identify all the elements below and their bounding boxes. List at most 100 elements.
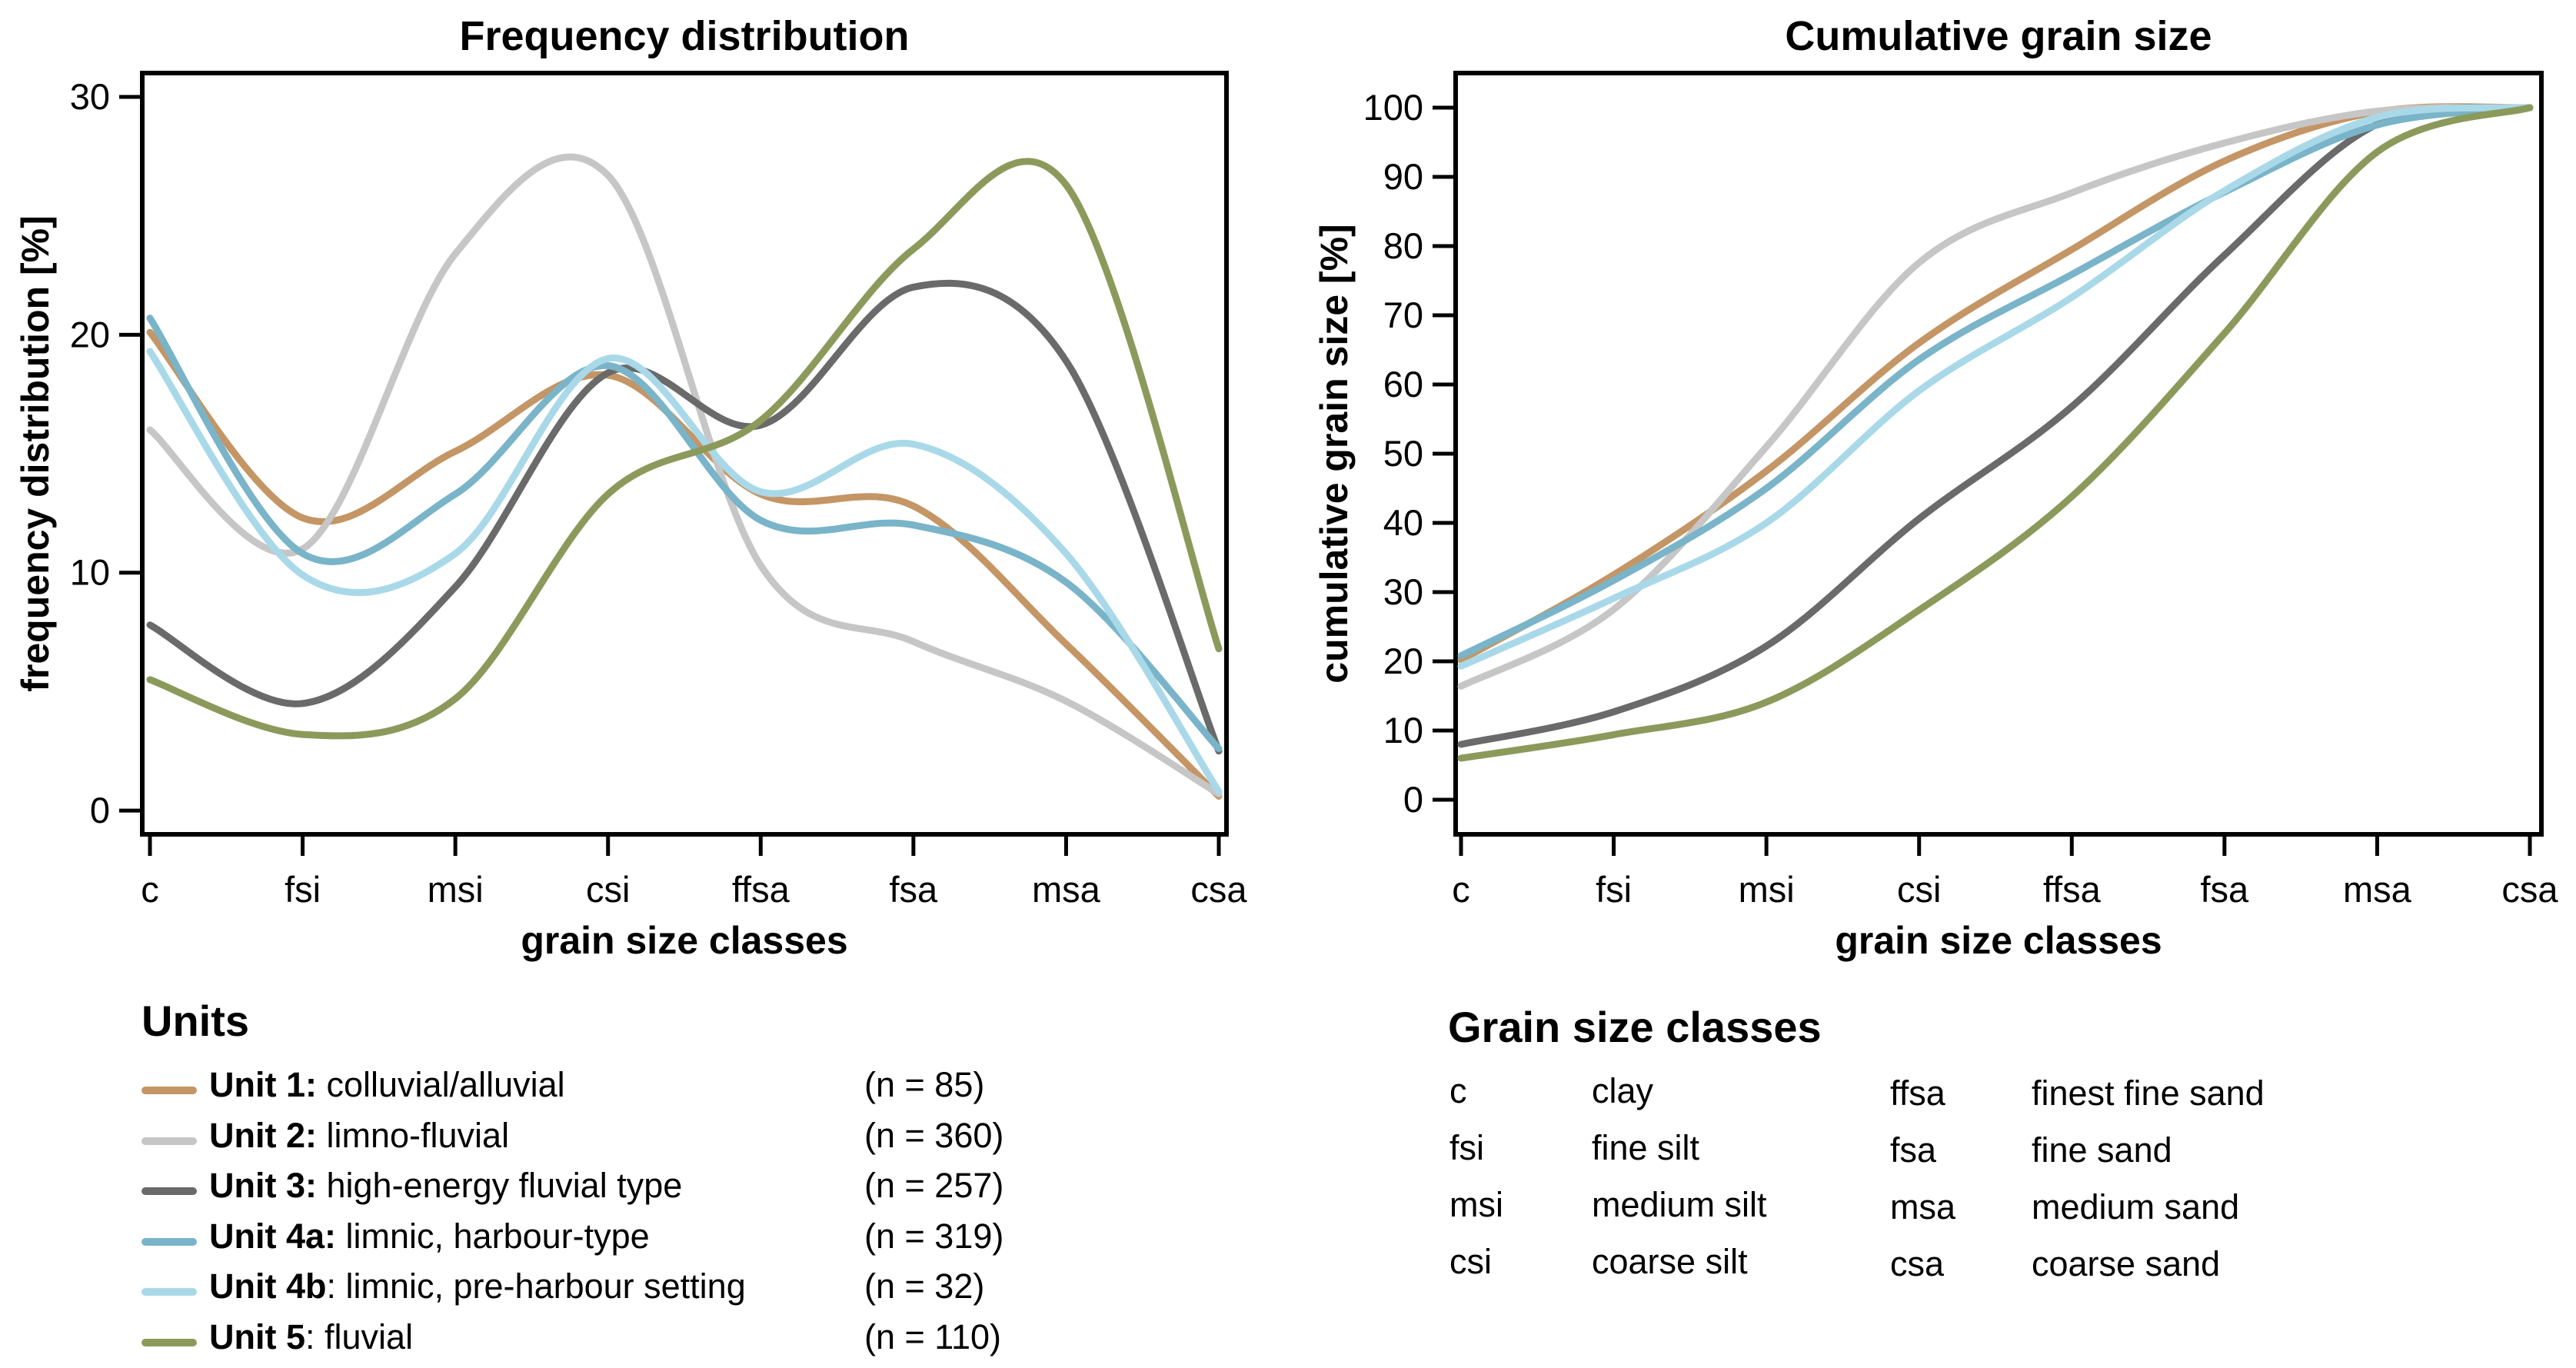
cum-x-tick-label: ffsa — [2043, 869, 2102, 910]
legend-unit-name: Unit 1: — [209, 1065, 317, 1104]
grain-name-fsa: fine sand — [2032, 1130, 2172, 1170]
cum-x-tick-label: csi — [1897, 869, 1941, 910]
grain-name-ffsa: finest fine sand — [2032, 1073, 2265, 1113]
grain-name-csa: coarse sand — [2032, 1244, 2221, 1283]
grain-abbr-fsa: fsa — [1890, 1130, 1937, 1170]
cum-y-tick-label: 90 — [1383, 156, 1423, 197]
cum-y-tick-label: 40 — [1383, 502, 1423, 543]
freq-y-tick-label: 0 — [90, 790, 110, 830]
cum-chart-title: Cumulative grain size — [1785, 13, 2212, 59]
cum-plot-frame — [1453, 71, 2544, 837]
legend-unit-description: high-energy fluvial type — [317, 1166, 683, 1205]
legend-swatch — [141, 1187, 197, 1195]
legend-swatch — [141, 1137, 197, 1145]
freq-plot-frame — [140, 71, 1229, 837]
cum-y-tick-label: 0 — [1403, 779, 1423, 820]
legend-unit-name: Unit 4a: — [209, 1216, 337, 1256]
grain-abbr-csi: csi — [1449, 1242, 1492, 1281]
freq-series-unit-3 — [146, 279, 1223, 755]
freq-x-tick-label: fsi — [285, 869, 321, 910]
freq-x-tick-label: msi — [428, 869, 484, 910]
legend-label: Unit 2: limno-fluvial — [209, 1116, 509, 1156]
legend-label: Unit 1: colluvial/alluvial — [209, 1065, 565, 1105]
grain-name-csi: coarse silt — [1592, 1242, 1748, 1281]
cum-chart: Cumulative grain size 0 10 20 30 40 50 60 70 80 90… — [1313, 13, 2558, 962]
freq-series-unit-2 — [146, 153, 1223, 797]
cum-series-unit-3 — [1457, 104, 2534, 748]
freq-series-unit-5 — [146, 158, 1223, 740]
legend-sample-count: (n = 319) — [864, 1216, 1004, 1256]
grain-legend-title: Grain size classes — [1448, 1003, 1822, 1051]
cum-x-tick-label: msa — [2343, 869, 2412, 910]
freq-x-tick-label: csa — [1190, 869, 1247, 910]
cum-x-axis-label: grain size classes — [1835, 919, 2162, 962]
cum-y-tick-label: 10 — [1383, 710, 1423, 751]
legend-sample-count: (n = 257) — [864, 1166, 1004, 1205]
legend-label: Unit 4b: limnic, pre-harbour setting — [209, 1266, 746, 1306]
grain-abbr-c: c — [1449, 1071, 1467, 1110]
cum-y-tick-label: 30 — [1383, 571, 1423, 612]
cum-x-tick-label: c — [1452, 869, 1470, 910]
freq-y-axis-label: frequency distribution [%] — [14, 215, 57, 691]
legend-unit-name: Unit 2: — [209, 1115, 317, 1155]
legend-label: Unit 5: fluvial — [209, 1317, 413, 1357]
freq-chart: Frequency distribution 0 10 20 30 c fsi msi csi f… — [14, 13, 1247, 962]
legend-unit-description: colluvial/alluvial — [317, 1065, 565, 1104]
legend-sample-count: (n = 360) — [864, 1115, 1004, 1155]
freq-chart-title: Frequency distribution — [459, 13, 909, 59]
legend-unit-name: Unit 5 — [209, 1316, 306, 1356]
freq-x-tick-label: fsa — [890, 869, 939, 910]
cum-x-tick-label: csa — [2501, 869, 2558, 910]
grain-name-c: clay — [1592, 1071, 1654, 1110]
cum-series-unit-4b — [1457, 104, 2534, 670]
grain-abbr-csa: csa — [1890, 1244, 1945, 1283]
cum-x-tick-label: fsa — [2201, 869, 2250, 910]
units-legend-title: Units — [141, 997, 249, 1045]
legend-sample-count: (n = 32) — [864, 1266, 985, 1306]
cum-y-tick-label: 60 — [1383, 364, 1423, 404]
grain-abbr-msi: msi — [1449, 1185, 1503, 1224]
grain-abbr-msa: msa — [1890, 1187, 1956, 1227]
cum-y-tick-label: 100 — [1363, 87, 1423, 128]
cum-y-tick-label: 70 — [1383, 295, 1423, 335]
freq-x-tick-label: msa — [1032, 869, 1101, 910]
cum-y-tick-label: 80 — [1383, 225, 1423, 266]
legend-unit-description: limnic, harbour-type — [336, 1216, 650, 1256]
grain-name-msi: medium silt — [1592, 1185, 1767, 1224]
legend-swatch — [141, 1237, 197, 1246]
freq-series-unit-4b — [146, 348, 1223, 795]
legend-swatch — [141, 1087, 197, 1094]
legend-label: Unit 3: high-energy fluvial type — [209, 1166, 682, 1206]
freq-series-unit-4a — [146, 315, 1223, 753]
cum-series-unit-2 — [1457, 104, 2534, 690]
freq-x-tick-label: csi — [586, 869, 630, 910]
legend-swatch — [141, 1338, 197, 1346]
grain-abbr-ffsa: ffsa — [1890, 1073, 1945, 1113]
freq-x-tick-label: ffsa — [732, 869, 790, 910]
grain-name-fsi: fine silt — [1592, 1128, 1700, 1167]
legend-sample-count: (n = 85) — [864, 1065, 985, 1104]
cum-x-tick-label: fsi — [1596, 869, 1632, 910]
freq-y-tick-label: 10 — [70, 552, 110, 593]
cum-y-axis-label: cumulative grain size [%] — [1313, 224, 1356, 683]
cum-series-unit-4a — [1457, 104, 2534, 660]
legend-sample-count: (n = 110) — [864, 1316, 1002, 1356]
freq-y-tick-label: 20 — [70, 314, 110, 354]
legend-unit-description: : fluvial — [305, 1316, 414, 1356]
grain-abbr-fsi: fsi — [1449, 1128, 1484, 1167]
legend-label: Unit 4a: limnic, harbour-type — [209, 1217, 650, 1256]
legend-swatch — [141, 1288, 197, 1296]
legend-unit-description: : limnic, pre-harbour setting — [326, 1266, 746, 1306]
freq-x-axis-label: grain size classes — [521, 919, 847, 962]
legend-unit-description: limno-fluvial — [317, 1115, 510, 1155]
legend-unit-name: Unit 3: — [209, 1166, 317, 1205]
legend-unit-name: Unit 4b — [209, 1266, 327, 1306]
grain-name-msa: medium sand — [2032, 1187, 2240, 1227]
cum-y-tick-label: 20 — [1383, 641, 1423, 681]
freq-series-unit-1 — [146, 328, 1223, 800]
cum-y-tick-label: 50 — [1383, 433, 1423, 474]
cum-x-tick-label: msi — [1739, 869, 1795, 910]
freq-y-tick-label: 30 — [70, 76, 110, 117]
cum-series-unit-5 — [1457, 104, 2534, 762]
